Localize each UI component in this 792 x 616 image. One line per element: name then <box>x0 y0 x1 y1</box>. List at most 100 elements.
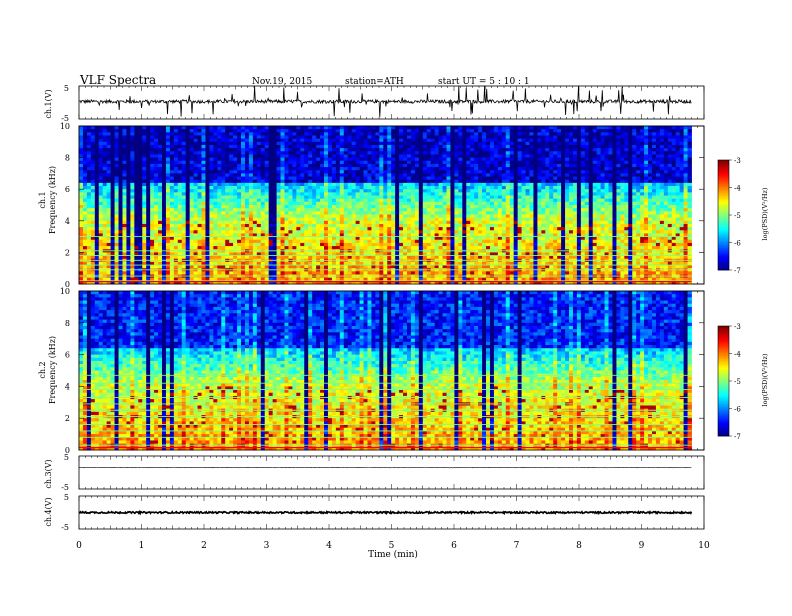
spectrogram-cell <box>454 158 458 162</box>
spectrogram-cell <box>462 180 466 184</box>
spectrogram-cell <box>308 164 312 168</box>
spectrogram-cell <box>565 145 569 149</box>
spectrogram-cell <box>431 151 435 155</box>
spectrogram-cell <box>126 129 130 133</box>
spectrogram-cell <box>312 173 316 177</box>
spectrogram-cell <box>494 132 498 136</box>
spectrogram-cell <box>636 135 640 139</box>
spectrogram-cell <box>447 196 451 200</box>
spectrogram-cell <box>624 180 628 184</box>
spectrogram-cell <box>447 177 451 181</box>
spectrogram-cell <box>209 189 213 193</box>
spectrogram-cell <box>581 189 585 193</box>
spectrogram-cell <box>439 135 443 139</box>
spectrogram-cell <box>597 183 601 187</box>
spectrogram-cell <box>553 186 557 190</box>
spectrogram-cell <box>320 135 324 139</box>
spectrogram-cell <box>680 173 684 177</box>
spectrogram-cell <box>364 199 368 203</box>
spectrogram-cell <box>688 135 692 139</box>
spectrogram-cell <box>447 145 451 149</box>
spectrogram-cell <box>356 199 360 203</box>
spectrogram-cell <box>478 139 482 143</box>
spectrogram-cell <box>514 151 518 155</box>
spectrogram-cell <box>652 186 656 190</box>
spectrogram-cell <box>284 196 288 200</box>
spectrogram-cell <box>249 189 253 193</box>
spectrogram-cell <box>332 161 336 165</box>
spectrogram-cell <box>122 161 126 165</box>
spectrogram-cell <box>122 145 126 149</box>
spectrogram-cell <box>541 135 545 139</box>
spectrogram-cell <box>454 196 458 200</box>
spectrogram-cell <box>229 173 233 177</box>
spectrogram-cell <box>146 142 150 146</box>
spectrogram-cell <box>99 158 103 162</box>
spectrogram-cell <box>194 173 198 177</box>
spectrogram-cell <box>668 173 672 177</box>
spectrogram-cell <box>174 196 178 200</box>
spectrogram-cell <box>632 192 636 196</box>
spectrogram-cell <box>91 126 95 130</box>
spectrogram-cell <box>103 183 107 187</box>
spectrogram-cell <box>221 145 225 149</box>
spectrogram-cell <box>375 161 379 165</box>
spectrogram-cell <box>688 173 692 177</box>
spectrogram-cell <box>253 189 257 193</box>
spectrogram-cell <box>367 145 371 149</box>
spectrogram-cell <box>352 202 356 206</box>
spectrogram-cell <box>241 154 245 158</box>
spectrogram-cell <box>225 158 229 162</box>
spectrogram-cell <box>205 167 209 171</box>
spectrogram-cell <box>198 142 202 146</box>
spectrogram-cell <box>605 151 609 155</box>
spectrogram-cell <box>336 164 340 168</box>
spectrogram-cell <box>478 196 482 200</box>
spectrogram-cell <box>138 151 142 155</box>
spectrogram-cell <box>597 173 601 177</box>
spectrogram-cell <box>202 148 206 152</box>
spectrogram-cell <box>482 145 486 149</box>
spectrogram-cell <box>470 199 474 203</box>
spectrogram-cell <box>565 180 569 184</box>
spectrogram-cell <box>624 142 628 146</box>
spectrogram-cell <box>103 186 107 190</box>
spectrogram-cell <box>589 170 593 174</box>
spectrogram-cell <box>202 189 206 193</box>
spectrogram-cell <box>636 177 640 181</box>
spectrogram-cell <box>486 186 490 190</box>
spectrogram-cell <box>569 154 573 158</box>
spectrogram-cell <box>407 148 411 152</box>
spectrogram-cell <box>328 142 332 146</box>
spectrogram-cell <box>174 177 178 181</box>
spectrogram-cell <box>664 167 668 171</box>
spectrogram-cell <box>202 129 206 133</box>
spectrogram-cell <box>462 183 466 187</box>
spectrogram-cell <box>284 145 288 149</box>
spectrogram-cell <box>510 142 514 146</box>
spectrogram-cell <box>87 161 91 165</box>
spectrogram-cell <box>688 186 692 190</box>
spectrogram-cell <box>158 170 162 174</box>
spectrogram-cell <box>462 158 466 162</box>
spectrogram-cell <box>348 183 352 187</box>
spectrogram-cell <box>174 180 178 184</box>
spectrogram-cell <box>482 183 486 187</box>
spectrogram-cell <box>589 129 593 133</box>
spectrogram-cell <box>142 148 146 152</box>
spectrogram-cell <box>423 151 427 155</box>
spectrogram-cell <box>447 186 451 190</box>
spectrogram-cell <box>146 164 150 168</box>
spectrogram-cell <box>332 129 336 133</box>
spectrogram-cell <box>533 167 537 171</box>
spectrogram-cell <box>150 142 154 146</box>
spectrogram-cell <box>134 148 138 152</box>
spectrogram-cell <box>383 183 387 187</box>
spectrogram-cell <box>612 145 616 149</box>
spectrogram-cell <box>403 132 407 136</box>
spectrogram-cell <box>122 126 126 130</box>
spectrogram-cell <box>249 142 253 146</box>
spectrogram-cell <box>241 199 245 203</box>
spectrogram-cell <box>529 139 533 143</box>
spectrogram-cell <box>601 196 605 200</box>
